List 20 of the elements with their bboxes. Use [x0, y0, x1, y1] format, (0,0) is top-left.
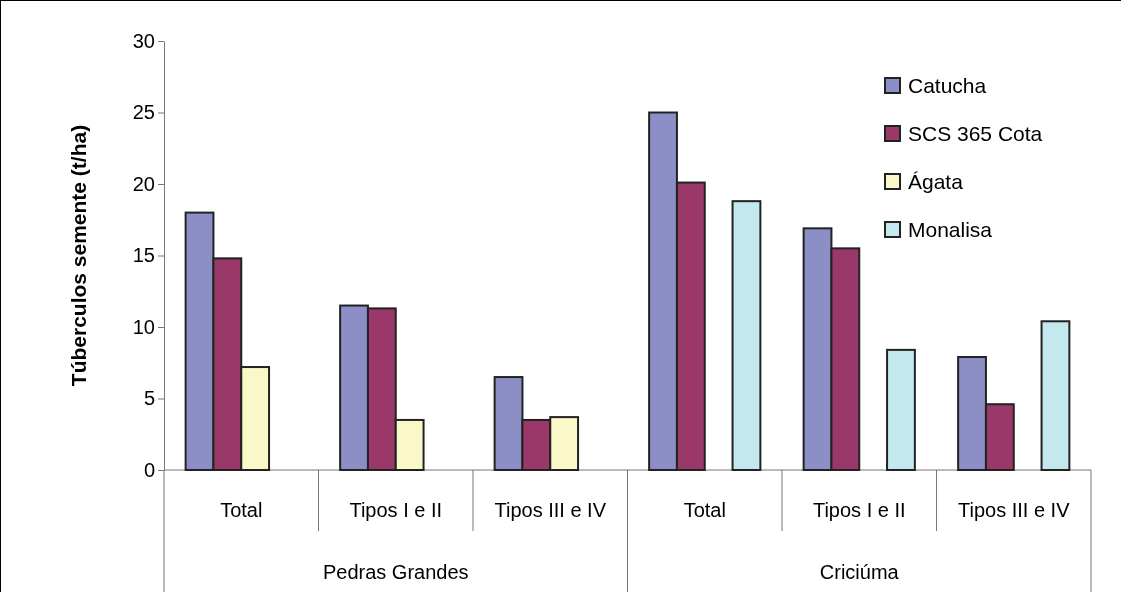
x-tick-label: Tipos I e II: [812, 499, 906, 521]
legend-label: Ágata: [908, 170, 964, 193]
x-tick-label: Tipos I e II: [349, 499, 443, 521]
text: Pedras Grandes: [322, 561, 469, 583]
y-tick-label: 15: [132, 244, 155, 267]
x-tick-label: Tipos III e IV: [957, 499, 1071, 521]
y-tick-label: 0: [143, 458, 155, 481]
legend-label: SCS 365 Cota: [908, 122, 1043, 145]
y-tick-label: 30: [132, 29, 155, 52]
x-tick-label: Total: [683, 499, 726, 521]
y-axis-title: Túberculos semente (t/ha): [67, 124, 90, 387]
y-tick-label: 25: [132, 101, 155, 124]
x-tick-label: Total: [220, 499, 263, 521]
y-tick-label: 20: [132, 172, 155, 195]
text: Criciúma: [819, 561, 900, 583]
legend-label: Catucha: [908, 74, 987, 97]
y-tick-label: 5: [143, 387, 155, 410]
legend-label: Monalisa: [908, 218, 993, 241]
y-tick-label: 10: [132, 315, 155, 338]
x-tick-label: Tipos III e IV: [494, 499, 607, 521]
